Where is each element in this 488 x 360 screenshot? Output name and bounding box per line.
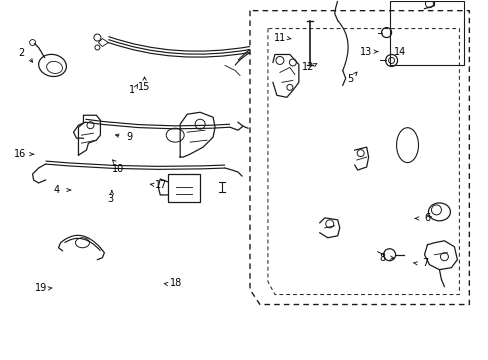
Text: 19: 19 [35,283,47,293]
Text: 9: 9 [126,132,133,142]
Text: 5: 5 [347,74,353,84]
Text: 2: 2 [18,48,24,58]
Text: 13: 13 [360,46,372,57]
Text: 3: 3 [107,194,113,204]
Text: 11: 11 [273,33,285,43]
Text: 17: 17 [155,180,167,190]
Text: 12: 12 [301,62,313,72]
Text: 16: 16 [14,149,26,159]
Text: 6: 6 [424,213,429,223]
Text: 10: 10 [111,163,123,174]
Bar [168,174,200,202]
Text: 8: 8 [379,253,385,263]
Text: 15: 15 [138,82,150,93]
Text: 7: 7 [421,258,427,268]
Text: 18: 18 [170,278,182,288]
Text: 4: 4 [54,185,60,195]
Bar [389,1,464,66]
Text: 1: 1 [129,85,135,95]
Text: 14: 14 [394,46,406,57]
